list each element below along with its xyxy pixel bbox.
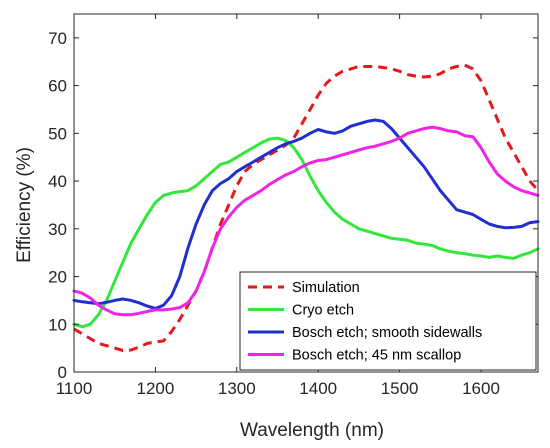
axes xyxy=(73,13,539,373)
series-line-0 xyxy=(73,63,540,352)
legend-entry: Simulation xyxy=(292,280,360,296)
legend: Simulation Cryo etch Bosch etch; smooth si… xyxy=(239,271,537,371)
y-tick-label: 40 xyxy=(48,172,67,191)
series-layer xyxy=(72,63,540,352)
axes-box xyxy=(73,13,539,373)
y-tick-label: 0 xyxy=(58,363,67,382)
y-tick-label: 60 xyxy=(48,77,67,96)
legend-box xyxy=(239,271,537,371)
x-tick-label: 1400 xyxy=(299,379,337,398)
y-tick-label: 20 xyxy=(48,268,67,287)
y-axis-ticks: 0 10 20 30 40 50 60 70 xyxy=(48,29,538,382)
legend-entry: Bosch etch; 45 nm scallop xyxy=(292,348,461,364)
series-line-3 xyxy=(72,125,540,317)
x-tick-label: 1300 xyxy=(218,379,256,398)
y-tick-label: 50 xyxy=(48,124,67,143)
y-tick-label: 10 xyxy=(48,315,67,334)
legend-entry: Cryo etch xyxy=(292,303,354,319)
series-line-1 xyxy=(72,136,540,329)
x-tick-label: 1600 xyxy=(462,379,500,398)
y-axis-label: Efficiency (%) xyxy=(14,147,35,263)
x-tick-label: 1200 xyxy=(136,379,174,398)
series-line-2 xyxy=(72,118,540,310)
x-axis-label: Wavelength (nm) xyxy=(240,420,384,441)
legend-entry: Bosch etch; smooth sidewalls xyxy=(292,325,482,341)
y-tick-label: 30 xyxy=(48,220,67,239)
y-tick-label: 70 xyxy=(48,29,67,48)
x-tick-label: 1500 xyxy=(381,379,419,398)
x-tick-label: 1100 xyxy=(56,379,93,398)
